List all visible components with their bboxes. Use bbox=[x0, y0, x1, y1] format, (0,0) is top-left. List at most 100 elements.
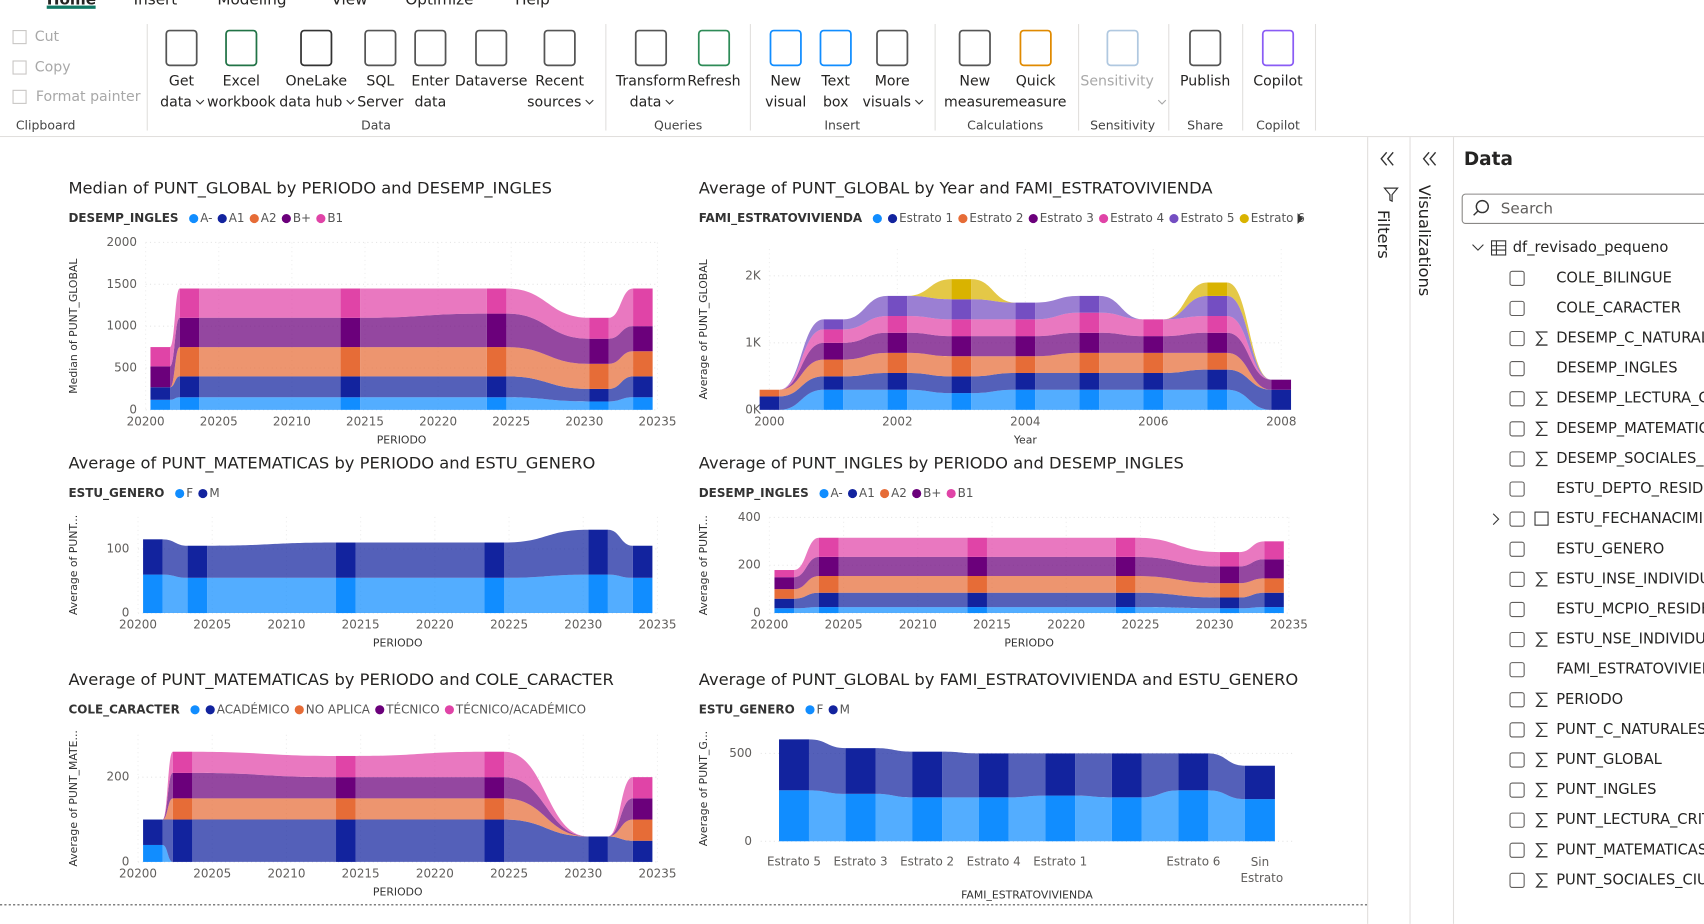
ribbon-column-segment[interactable] bbox=[823, 329, 844, 343]
ribbon-column-segment[interactable] bbox=[1219, 552, 1240, 567]
legend-marker[interactable] bbox=[1239, 214, 1249, 224]
field-name[interactable]: DESEMP_LECTURA_CR bbox=[1556, 390, 1704, 407]
legend-item[interactable]: B+ bbox=[923, 486, 941, 500]
field-checkbox[interactable] bbox=[1509, 601, 1525, 618]
ribbon-column-segment[interactable] bbox=[484, 542, 504, 578]
legend-marker[interactable] bbox=[880, 488, 890, 499]
ribbon-column-segment[interactable] bbox=[632, 777, 653, 799]
field-checkbox[interactable] bbox=[1509, 361, 1525, 377]
legend-item[interactable]: A2 bbox=[891, 486, 907, 500]
ribbon-column-segment[interactable] bbox=[1264, 541, 1284, 560]
field-checkbox[interactable] bbox=[1509, 451, 1525, 467]
ribbon-column-segment[interactable] bbox=[823, 359, 844, 377]
legend-item[interactable]: NO APLICA bbox=[306, 702, 371, 716]
ribbon-button-label[interactable]: Get bbox=[169, 74, 195, 90]
ribbon-column-segment[interactable] bbox=[179, 347, 200, 377]
ribbon-tab[interactable]: Modeling bbox=[217, 0, 286, 9]
ribbon-column-segment[interactable] bbox=[179, 376, 200, 398]
ribbon-button-label[interactable]: Quick bbox=[1016, 74, 1057, 90]
ribbon-button-label[interactable]: Server bbox=[357, 94, 403, 110]
ribbon-column-segment[interactable] bbox=[887, 372, 908, 390]
clipboard-button[interactable]: Copy bbox=[35, 60, 71, 76]
ribbon-column-segment[interactable] bbox=[951, 299, 972, 320]
field-name[interactable]: DESEMP_C_NATURALE bbox=[1556, 330, 1704, 347]
ribbon-column-segment[interactable] bbox=[150, 347, 171, 367]
ribbon-tab[interactable]: Home bbox=[47, 0, 96, 9]
ribbon-column-segment[interactable] bbox=[978, 797, 1009, 842]
legend-item[interactable]: Estrato 2 bbox=[969, 211, 1023, 225]
ribbon-column-segment[interactable] bbox=[967, 556, 987, 576]
field-name[interactable]: DESEMP_MATEMATIC bbox=[1556, 420, 1704, 437]
legend-marker[interactable] bbox=[1169, 214, 1179, 224]
ribbon-column-segment[interactable] bbox=[1178, 790, 1209, 842]
ribbon-chart-visual[interactable]: Median of PUNT_GLOBAL by PERIODO and DES… bbox=[67, 179, 677, 447]
field-checkbox[interactable] bbox=[1509, 541, 1525, 557]
ribbon-column-segment[interactable] bbox=[951, 393, 972, 410]
expand-chevron[interactable] bbox=[1492, 513, 1500, 525]
ribbon-button-label[interactable]: SQL bbox=[366, 74, 394, 90]
ribbon-column-segment[interactable] bbox=[759, 389, 780, 397]
ribbon-button-label[interactable]: Enter bbox=[411, 74, 449, 90]
ribbon-column-segment[interactable] bbox=[1015, 372, 1036, 390]
ribbon-column-segment[interactable] bbox=[633, 376, 653, 398]
table-name[interactable]: df_revisado_pequeno bbox=[1513, 239, 1669, 256]
ribbon-column-segment[interactable] bbox=[143, 574, 163, 614]
ribbon-column-segment[interactable] bbox=[589, 317, 609, 339]
ribbon-column-segment[interactable] bbox=[912, 751, 943, 798]
ribbon-column-segment[interactable] bbox=[143, 844, 163, 862]
ribbon-column-segment[interactable] bbox=[589, 388, 609, 402]
field-name[interactable]: PUNT_MATEMATICAS bbox=[1556, 841, 1704, 858]
field-checkbox[interactable] bbox=[1509, 421, 1525, 437]
ribbon-column-segment[interactable] bbox=[774, 577, 795, 590]
legend-item[interactable]: Estrato 6 bbox=[1251, 211, 1305, 225]
ribbon-column-segment[interactable] bbox=[779, 790, 809, 842]
field-checkbox[interactable] bbox=[1509, 842, 1525, 858]
ribbon-column-segment[interactable] bbox=[951, 319, 972, 337]
legend-item[interactable]: A2 bbox=[261, 211, 277, 225]
ribbon-column-segment[interactable] bbox=[1111, 797, 1142, 842]
field-name[interactable]: ESTU_GENERO bbox=[1556, 540, 1664, 557]
ribbon-column-segment[interactable] bbox=[818, 556, 839, 576]
ribbon-column-segment[interactable] bbox=[951, 376, 972, 394]
ribbon-column-segment[interactable] bbox=[774, 608, 795, 614]
ribbon-column-segment[interactable] bbox=[486, 288, 507, 314]
ribbon-column-segment[interactable] bbox=[818, 537, 839, 557]
ribbon-column-segment[interactable] bbox=[887, 389, 908, 410]
ribbon-column-segment[interactable] bbox=[336, 755, 356, 778]
ribbon-column-segment[interactable] bbox=[179, 288, 200, 318]
ribbon-column-segment[interactable] bbox=[823, 342, 844, 360]
ribbon-button-label[interactable]: box bbox=[823, 94, 849, 110]
ribbon-button-label[interactable]: Dataverse bbox=[455, 74, 528, 90]
field-checkbox[interactable] bbox=[1509, 330, 1525, 347]
ribbon-column-segment[interactable] bbox=[1115, 537, 1136, 557]
legend-item[interactable]: Estrato 1 bbox=[899, 211, 953, 225]
ribbon-column-segment[interactable] bbox=[172, 798, 193, 820]
ribbon-tab[interactable]: Optimize bbox=[405, 0, 473, 9]
ribbon-column-segment[interactable] bbox=[1264, 592, 1284, 608]
legend-marker[interactable] bbox=[887, 214, 898, 224]
ribbon-column-segment[interactable] bbox=[967, 607, 987, 614]
ribbon-column-segment[interactable] bbox=[1115, 556, 1136, 576]
ribbon-column-segment[interactable] bbox=[887, 332, 908, 353]
ribbon-column-segment[interactable] bbox=[336, 777, 356, 799]
ribbon-column-segment[interactable] bbox=[336, 819, 356, 862]
ribbon-column-segment[interactable] bbox=[1115, 607, 1136, 614]
ribbon-column-segment[interactable] bbox=[187, 577, 208, 614]
ribbon-column-segment[interactable] bbox=[912, 797, 943, 842]
ribbon-column-segment[interactable] bbox=[486, 397, 507, 410]
clipboard-button[interactable]: Cut bbox=[35, 29, 60, 45]
ribbon-column-segment[interactable] bbox=[1015, 356, 1036, 373]
ribbon-column-segment[interactable] bbox=[336, 577, 356, 614]
ribbon-column-segment[interactable] bbox=[1271, 379, 1292, 390]
legend-marker[interactable] bbox=[217, 214, 227, 224]
ribbon-column-segment[interactable] bbox=[951, 356, 972, 377]
legend-item[interactable]: ACADÉMICO bbox=[217, 701, 290, 716]
ribbon-column-segment[interactable] bbox=[143, 539, 163, 575]
ribbon-column-segment[interactable] bbox=[779, 739, 809, 791]
ribbon-button-label[interactable]: Sensitivity bbox=[1080, 74, 1153, 90]
ribbon-column-segment[interactable] bbox=[845, 793, 876, 842]
ribbon-column-segment[interactable] bbox=[1079, 295, 1100, 313]
ribbon-column-segment[interactable] bbox=[818, 575, 839, 593]
field-checkbox[interactable] bbox=[1509, 782, 1525, 798]
ribbon-button-label[interactable]: Copilot bbox=[1253, 74, 1303, 90]
